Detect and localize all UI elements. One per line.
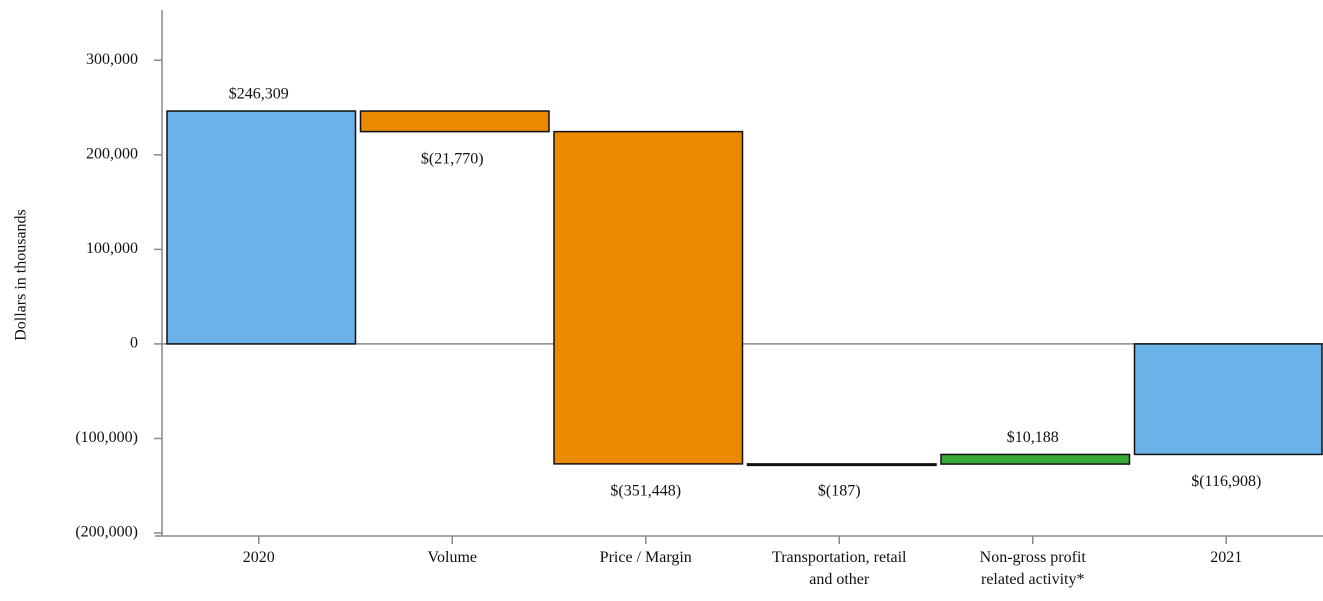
bar <box>1133 343 1323 456</box>
y-axis-label: Dollars in thousands <box>13 209 30 341</box>
x-tick-label: 2020 <box>242 549 275 566</box>
x-tick-label: Price / Margin <box>599 549 692 566</box>
x-tick-label: Transportation, retail and other <box>772 549 907 588</box>
value-label: $(21,770) <box>421 150 484 167</box>
x-tick-label: 2021 <box>1210 549 1243 566</box>
value-label: $(116,908) <box>1191 473 1261 490</box>
bar <box>940 453 1131 465</box>
y-tick-label: 100,000 <box>86 240 138 257</box>
bar <box>746 463 937 467</box>
value-label: $10,188 <box>1007 429 1059 446</box>
bar <box>553 130 744 465</box>
value-label: $246,309 <box>229 86 289 103</box>
value-label: $(351,448) <box>610 483 681 500</box>
y-tick-label: (200,000) <box>75 524 138 541</box>
value-label: $(187) <box>818 483 861 500</box>
y-tick-label: 300,000 <box>86 51 138 68</box>
bar <box>166 110 357 345</box>
x-tick-label: Volume <box>427 549 477 566</box>
x-tick-label: Non-gross profit related activity* <box>979 549 1086 588</box>
y-tick-label: (100,000) <box>75 429 138 446</box>
y-tick-label: 200,000 <box>86 145 138 162</box>
y-tick-label: 0 <box>130 335 138 352</box>
bar <box>359 110 550 133</box>
